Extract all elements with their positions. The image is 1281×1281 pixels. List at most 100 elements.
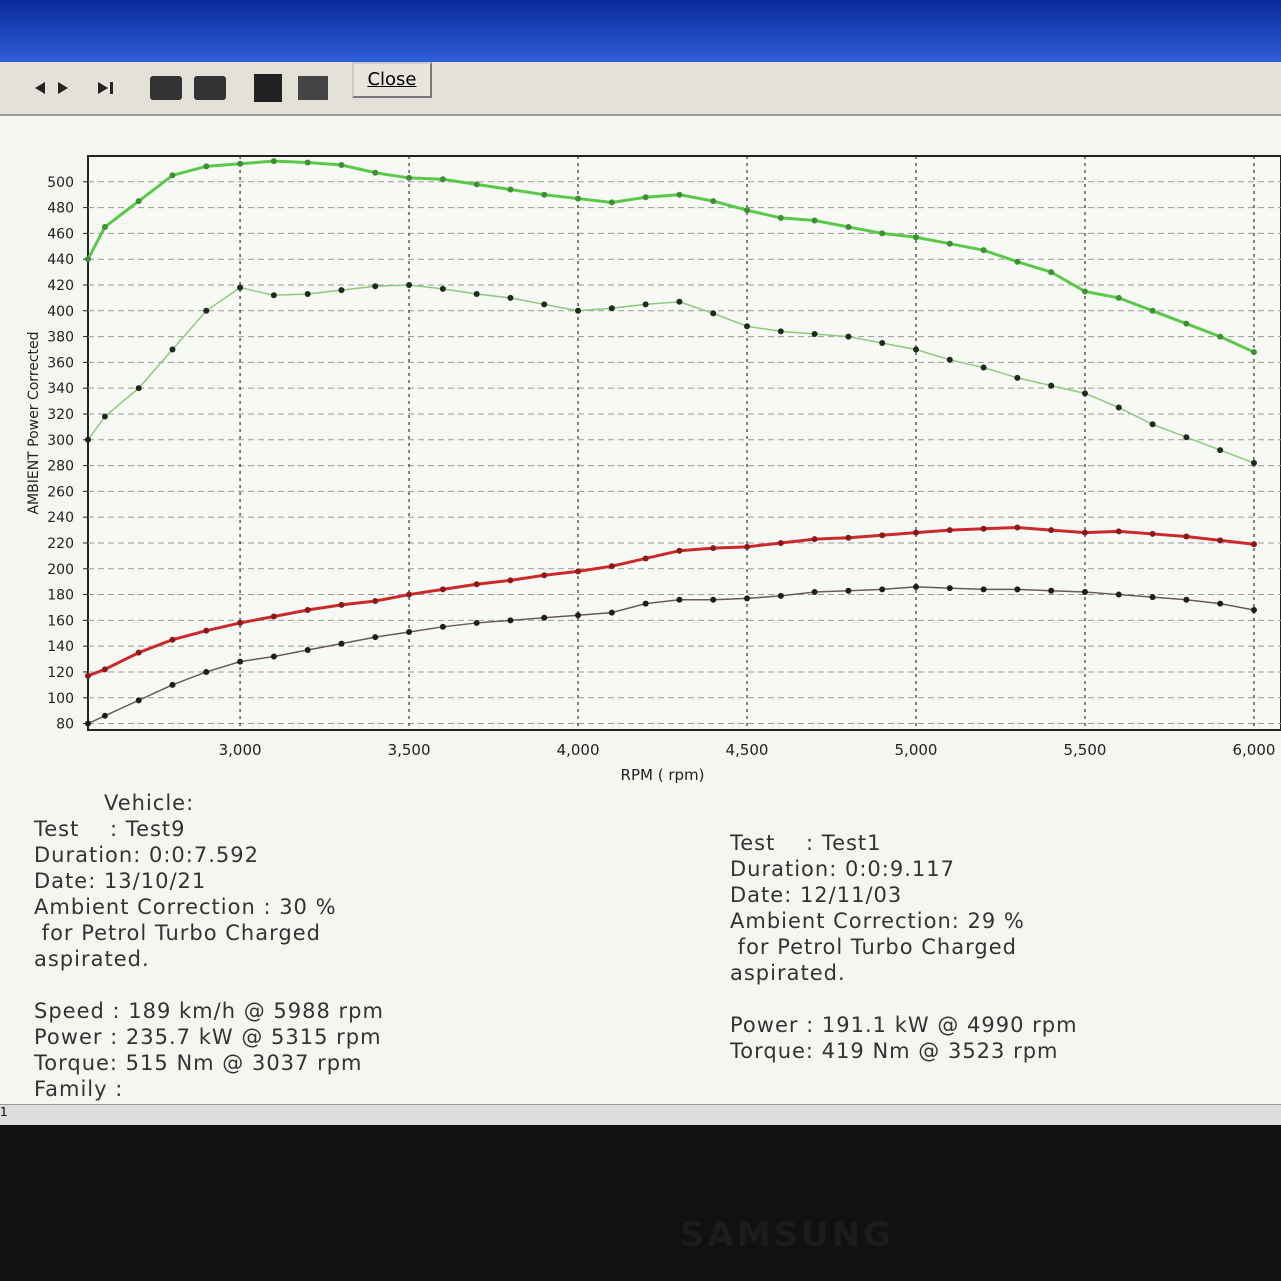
y-tick-label: 280 (47, 459, 74, 475)
series-marker (169, 172, 176, 179)
x-tick-label: 4,000 (557, 741, 600, 759)
series-marker (946, 356, 953, 363)
open-button[interactable] (298, 76, 328, 100)
info-line: Speed : 189 km/h @ 5988 rpm (34, 999, 384, 1023)
print-preview-button[interactable] (150, 76, 182, 100)
series-marker (710, 545, 717, 552)
series-marker (406, 591, 413, 598)
series-marker (1081, 390, 1088, 397)
x-tick-label: 6,000 (1232, 741, 1275, 759)
info-line: Test : Test1 (730, 831, 882, 855)
series-marker (304, 647, 311, 654)
series-marker (879, 532, 886, 539)
save-button[interactable] (254, 74, 282, 102)
series-marker (575, 307, 582, 314)
series-marker (1081, 288, 1088, 295)
series-marker (642, 301, 649, 308)
info-right: Test : Test1 Duration: 0:0:9.117 Date: 12/… (730, 830, 1078, 1064)
series-marker (541, 614, 548, 621)
series-marker (811, 588, 818, 595)
y-tick-label: 100 (47, 691, 74, 707)
series-marker (507, 186, 514, 193)
series-marker (372, 598, 379, 605)
series-marker (85, 436, 91, 443)
series-marker (439, 285, 446, 292)
series-marker (608, 563, 615, 570)
series-marker (135, 697, 142, 704)
series-marker (1250, 459, 1257, 466)
series-marker (575, 195, 582, 202)
series-marker (642, 555, 649, 562)
info-line: Torque: 515 Nm @ 3037 rpm (34, 1051, 363, 1075)
series-marker (777, 328, 784, 335)
series-marker (372, 634, 379, 641)
x-tick-label: 3,000 (219, 741, 262, 759)
series-marker (879, 586, 886, 593)
series-marker (744, 323, 751, 330)
series-marker (642, 600, 649, 607)
y-tick-label: 480 (47, 201, 74, 217)
series-marker (372, 169, 379, 176)
series-marker (946, 585, 953, 592)
info-line: for Petrol Turbo Charged (730, 935, 1017, 959)
series-marker (169, 346, 176, 353)
series-marker (608, 199, 615, 206)
series-marker (676, 596, 683, 603)
series-marker (1149, 530, 1156, 537)
series-marker (101, 413, 108, 420)
x-tick-label: 5,500 (1064, 741, 1107, 759)
series-marker (237, 619, 244, 626)
close-button[interactable]: Close (352, 62, 432, 98)
series-marker (1014, 524, 1021, 531)
series-marker (1183, 533, 1190, 540)
series-marker (777, 214, 784, 221)
y-tick-label: 400 (47, 304, 74, 320)
series-marker (946, 527, 953, 534)
series-marker (304, 291, 311, 298)
series-marker (135, 649, 142, 656)
series-marker (372, 283, 379, 290)
series-marker (676, 191, 683, 198)
status-bar: 1 (0, 1104, 1281, 1125)
title-bar (0, 0, 1281, 62)
series-marker (1217, 600, 1224, 607)
series-marker (270, 653, 277, 660)
series-marker (101, 223, 108, 230)
print-button[interactable] (194, 76, 226, 100)
info-line: Vehicle: (104, 791, 195, 815)
series-marker (845, 333, 852, 340)
series-marker (203, 627, 210, 634)
next-button[interactable] (58, 82, 68, 94)
info-line: for Petrol Turbo Charged (34, 921, 321, 945)
series-marker (811, 217, 818, 224)
series-marker (744, 543, 751, 550)
series-marker (237, 160, 244, 167)
toolbar: Close (0, 62, 1281, 116)
series-marker (777, 539, 784, 546)
series-marker (85, 672, 91, 679)
series-marker (338, 162, 345, 169)
y-tick-label: 140 (47, 639, 74, 655)
series-marker (1217, 447, 1224, 454)
series-marker (1014, 374, 1021, 381)
bezel-brand: SAMSUNG (680, 1215, 895, 1255)
series-marker (710, 310, 717, 317)
series-marker (575, 568, 582, 575)
y-tick-label: 80 (56, 717, 74, 733)
info-line: Ambient Correction: 29 % (730, 909, 1025, 933)
series-marker (946, 240, 953, 247)
screen: Close 80 100 120 140 160 180 200 220 240 260 280 30… (0, 0, 1281, 1125)
series-marker (473, 181, 480, 188)
x-tick-label: 5,000 (895, 741, 938, 759)
series-marker (1183, 320, 1190, 327)
info-line (34, 972, 384, 998)
y-tick-label: 460 (47, 226, 74, 242)
y-tick-label: 240 (47, 510, 74, 526)
series-marker (1250, 607, 1257, 614)
series-marker (473, 581, 480, 588)
series-marker (1115, 294, 1122, 301)
series-line (86, 159, 1255, 354)
last-button[interactable] (98, 82, 108, 94)
prev-button[interactable] (35, 82, 45, 94)
